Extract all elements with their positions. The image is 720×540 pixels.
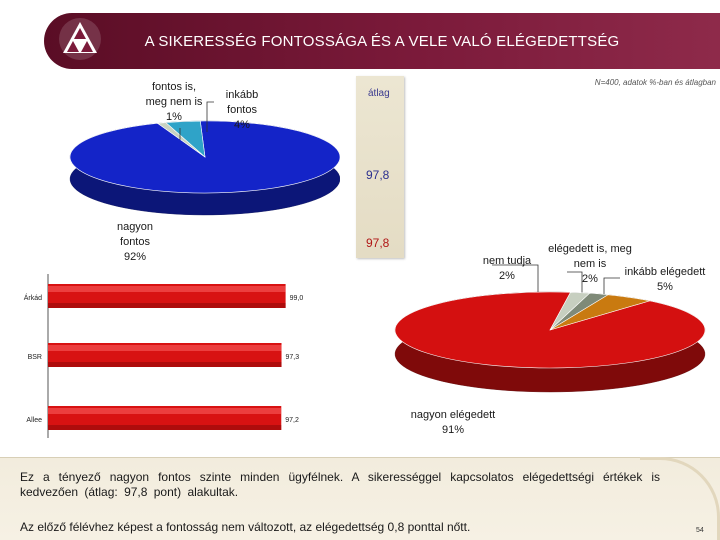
pie-slice-ink-bb-fontos [165,120,206,158]
bar-shadow-1 [48,362,282,367]
pie-label-rather-satisfied: inkább elégedett 5% [624,266,706,293]
pie-label-rather-important: inkább fontos 4% [225,89,259,131]
pie-label-very-satisfied: nagyon elégedett 91% [410,409,496,436]
satisfaction-average-value: 97,8 [366,236,390,250]
pie-label-neutral-satisfaction: elégedett is, meg nem is 2% [548,243,632,285]
store-bar-chart: Árkád 99,0 BSR 97,3 Allee 97,2 [24,274,304,438]
pie-slice-ink-bb-el-gedett [549,294,650,331]
bar-value-label: 97,2 [285,417,299,424]
page-number: 54 [696,527,704,534]
pie-label-neutral-importance: fontos is, meg nem is 1% [145,81,203,123]
average-panel [356,76,404,258]
summary-paragraph-2: Az előző félévhez képest a fontosság nem… [20,520,471,534]
importance-average-value: 97,8 [366,168,390,182]
satisfaction-pie-chart [394,291,706,393]
importance-pie-chart [69,120,340,216]
bar-highlight-2 [48,408,282,414]
average-label: átlag [368,88,390,99]
sample-note: N=400, adatok %-ban és átlagban [594,78,716,87]
summary-paragraph-1: Ez a tényező nagyon fontos szinte minden… [20,470,660,499]
bar-category-label: Allee [26,417,42,424]
bar-value-label: 99,0 [290,295,304,302]
bar-highlight-1 [48,345,282,351]
title-banner [44,13,720,69]
bar-category-label: BSR [28,354,42,361]
bar-category-label: Árkád [24,293,42,302]
bar-shadow-2 [48,425,282,430]
triangle-logo-icon [59,18,101,60]
page-title: A SIKERESSÉG FONTOSSÁGA ÉS A VELE VALÓ E… [144,33,620,50]
pie-label-dont-know: nem tudja 2% [482,255,532,282]
pie-label-very-important: nagyon fontos 92% [116,221,154,263]
bar-value-label: 97,3 [286,354,300,361]
bar-highlight-0 [48,286,286,292]
bar-shadow-0 [48,303,286,308]
summary-box [0,457,720,540]
